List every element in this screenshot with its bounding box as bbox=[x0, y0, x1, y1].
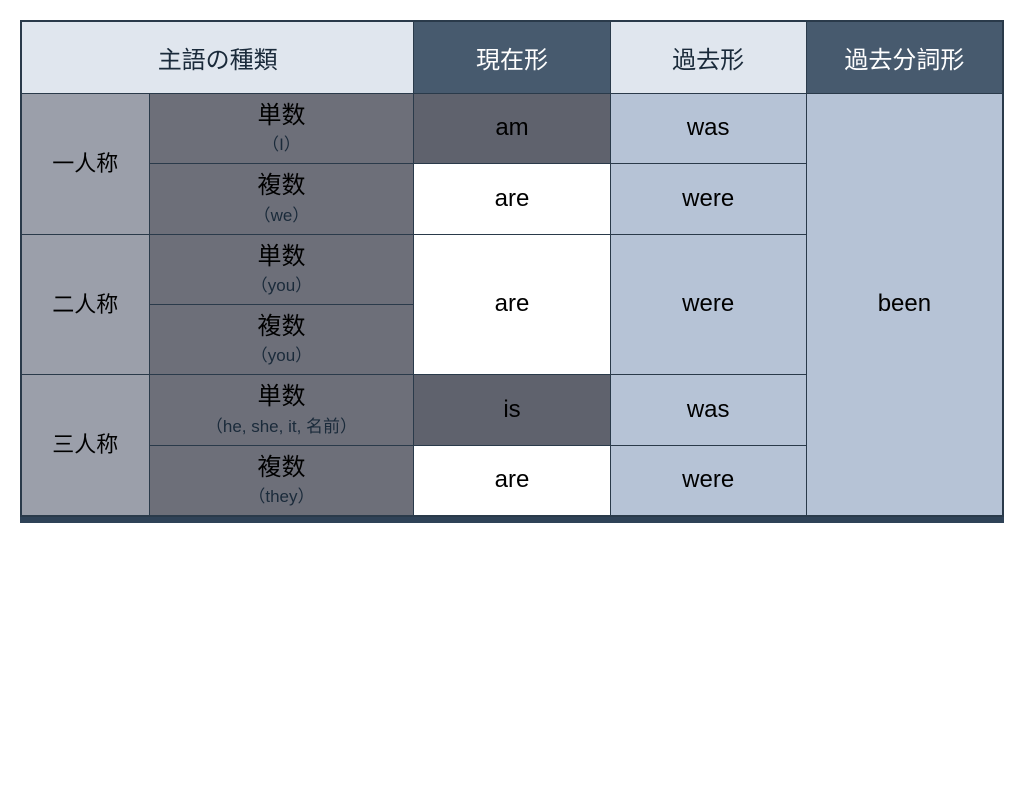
subject-2pl-sub: （you） bbox=[154, 345, 410, 368]
subject-1pl-main: 複数 bbox=[257, 172, 305, 199]
subject-3pl-sub: （they） bbox=[154, 486, 410, 509]
table-bottom-accent bbox=[20, 517, 1004, 523]
past-1pl: were bbox=[610, 164, 806, 234]
subject-1pl: 複数 （we） bbox=[149, 164, 414, 234]
verb-conjugation-table: 主語の種類 現在形 過去形 過去分詞形 一人称 単数 （I） am was be… bbox=[20, 20, 1004, 517]
subject-3pl: 複数 （they） bbox=[149, 445, 414, 515]
subject-3sg: 単数 （he, she, it, 名前） bbox=[149, 375, 414, 445]
past-participle: been bbox=[806, 94, 1002, 516]
subject-1sg-sub: （I） bbox=[154, 134, 410, 157]
subject-3sg-main: 単数 bbox=[257, 383, 305, 410]
subject-1sg-main: 単数 bbox=[257, 102, 305, 129]
present-3sg: is bbox=[414, 375, 610, 445]
person-first: 一人称 bbox=[22, 94, 150, 235]
person-third: 三人称 bbox=[22, 375, 150, 516]
conjugation-grid: 主語の種類 現在形 過去形 過去分詞形 一人称 単数 （I） am was be… bbox=[21, 21, 1003, 516]
subject-1pl-sub: （we） bbox=[154, 205, 410, 228]
header-row: 主語の種類 現在形 過去形 過去分詞形 bbox=[22, 22, 1003, 94]
past-2: were bbox=[610, 234, 806, 375]
present-1pl: are bbox=[414, 164, 610, 234]
subject-2pl-main: 複数 bbox=[257, 313, 305, 340]
present-1sg: am bbox=[414, 94, 610, 164]
past-1sg: was bbox=[610, 94, 806, 164]
present-3pl: are bbox=[414, 445, 610, 515]
row-1sg: 一人称 単数 （I） am was been bbox=[22, 94, 1003, 164]
subject-3sg-sub: （he, she, it, 名前） bbox=[154, 416, 410, 439]
subject-2sg-sub: （you） bbox=[154, 275, 410, 298]
present-2: are bbox=[414, 234, 610, 375]
past-3pl: were bbox=[610, 445, 806, 515]
subject-2pl: 複数 （you） bbox=[149, 304, 414, 374]
header-past-participle: 過去分詞形 bbox=[806, 22, 1002, 94]
subject-1sg: 単数 （I） bbox=[149, 94, 414, 164]
subject-3pl-main: 複数 bbox=[257, 454, 305, 481]
person-second: 二人称 bbox=[22, 234, 150, 375]
header-subject-type: 主語の種類 bbox=[22, 22, 414, 94]
header-past: 過去形 bbox=[610, 22, 806, 94]
subject-2sg-main: 単数 bbox=[257, 243, 305, 270]
header-present: 現在形 bbox=[414, 22, 610, 94]
past-3sg: was bbox=[610, 375, 806, 445]
subject-2sg: 単数 （you） bbox=[149, 234, 414, 304]
